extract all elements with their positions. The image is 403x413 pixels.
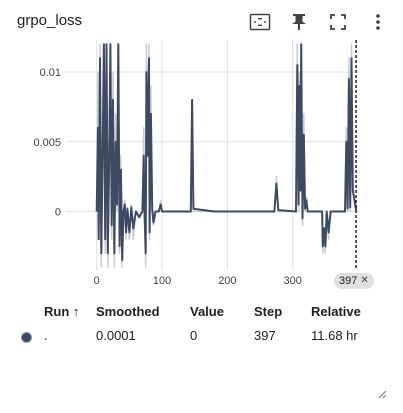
run-color-swatch <box>21 332 32 343</box>
x-tick-label: 300 <box>284 275 302 287</box>
cell-smoothed: 0.0001 <box>96 328 136 343</box>
card-title: grpo_loss <box>17 12 83 29</box>
cell-step: 397 <box>254 328 276 343</box>
line-chart[interactable]: 0 0.005 0.01 0 100 200 300 <box>0 40 403 292</box>
step-chip-label: 397 <box>339 275 358 287</box>
header-run[interactable]: Run ↑ <box>44 304 80 319</box>
y-tick-label: 0.01 <box>40 67 61 79</box>
cell-value: 0 <box>190 328 198 343</box>
cell-run: . <box>44 328 48 343</box>
resize-handle-icon[interactable] <box>377 389 387 399</box>
pin-icon[interactable] <box>287 10 311 34</box>
y-axis: 0 0.005 0.01 <box>33 67 61 218</box>
header-relative[interactable]: Relative <box>311 304 361 319</box>
more-vert-icon[interactable] <box>366 10 390 34</box>
close-icon[interactable]: ✕ <box>360 275 369 286</box>
fullscreen-icon[interactable] <box>326 10 350 34</box>
fit-domain-icon[interactable] <box>248 10 272 34</box>
header-step[interactable]: Step <box>254 304 283 319</box>
header-value[interactable]: Value <box>190 304 224 319</box>
x-tick-label: 200 <box>218 275 236 287</box>
x-tick-label: 0 <box>94 275 100 287</box>
cell-relative: 11.68 hr <box>311 328 358 343</box>
y-tick-label: 0.005 <box>33 137 61 149</box>
x-tick-label: 100 <box>153 275 171 287</box>
x-axis: 0 100 200 300 <box>94 275 302 287</box>
series-group <box>95 43 358 268</box>
series-line-smoothed <box>95 43 358 262</box>
header-smoothed[interactable]: Smoothed <box>96 304 160 319</box>
step-chip[interactable]: 397 ✕ <box>334 273 374 289</box>
y-tick-label: 0 <box>55 206 61 218</box>
